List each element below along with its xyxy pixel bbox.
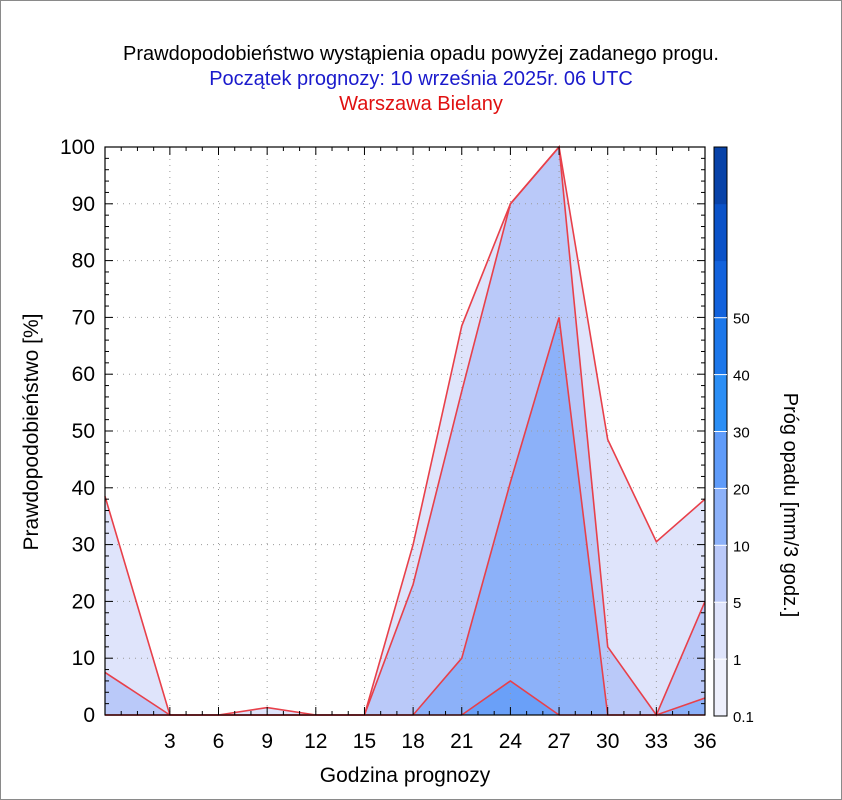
x-tick-label: 9 — [261, 730, 273, 753]
y-tick-label: 100 — [60, 136, 95, 159]
colorbar-band — [714, 545, 727, 603]
colorbar-band — [714, 488, 727, 546]
y-tick-label: 30 — [72, 534, 95, 557]
x-tick-label: 18 — [401, 730, 424, 753]
colorbar-band — [714, 431, 727, 489]
station-name: Warszawa Bielany — [339, 93, 503, 115]
x-tick-label: 27 — [547, 730, 570, 753]
x-tick-label: 24 — [499, 730, 523, 753]
y-tick-label: 90 — [72, 193, 95, 216]
colorbar-band — [714, 374, 727, 432]
colorbar-band — [714, 602, 727, 660]
x-axis-label: Godzina prognozy — [320, 764, 491, 787]
y-tick-label: 80 — [72, 250, 95, 273]
forecast-start-subtitle: Początek prognozy: 10 września 2025r. 06… — [209, 68, 633, 90]
x-tick-label: 36 — [693, 730, 716, 753]
colorbar-band — [714, 659, 727, 717]
colorbar-band — [714, 203, 727, 262]
threshold-colorbar: 0.1 1 5 10 20 30 40 50 — [713, 146, 754, 726]
colorbar-tick-label: 0.1 — [733, 709, 754, 726]
colorbar-label: Próg opadu [mm/3 godz.] — [779, 393, 801, 618]
chart-title: Prawdopodobieństwo wystąpienia opadu pow… — [123, 43, 719, 65]
colorbar-tick-label: 1 — [733, 652, 741, 669]
colorbar-tick-label: 40 — [733, 368, 750, 385]
colorbar-band — [714, 317, 727, 375]
y-tick-label: 50 — [72, 420, 95, 443]
colorbar-band — [714, 147, 727, 205]
area-layers — [105, 147, 705, 715]
area-threshold-5 — [105, 317, 705, 715]
y-tick-label: 10 — [72, 647, 95, 670]
colorbar-tick-label: 5 — [733, 595, 741, 612]
x-tick-label: 3 — [164, 730, 176, 753]
x-tick-label: 30 — [596, 730, 619, 753]
colorbar-tick-label: 50 — [733, 311, 750, 328]
y-tick-label: 60 — [72, 363, 95, 386]
colorbar-band — [714, 260, 727, 318]
x-tick-label: 15 — [353, 730, 376, 753]
colorbar-tick-label: 30 — [733, 425, 750, 442]
colorbar-tick-label: 20 — [733, 481, 750, 498]
y-tick-label: 40 — [72, 477, 95, 500]
y-tick-label: 70 — [72, 306, 95, 329]
colorbar-tick-label: 10 — [733, 538, 750, 555]
y-tick-label: 0 — [83, 704, 95, 727]
x-tick-label: 12 — [304, 730, 327, 753]
plot-axes: 3 6 9 12 15 18 21 24 27 30 33 360102030405060708090… — [60, 136, 717, 753]
grid-lines — [105, 147, 706, 715]
x-tick-label: 21 — [450, 730, 473, 753]
y-tick-label: 20 — [72, 590, 95, 613]
x-tick-label: 6 — [213, 730, 225, 753]
y-axis-label: Prawdopodobieństwo [%] — [20, 314, 43, 551]
x-tick-label: 33 — [645, 730, 668, 753]
